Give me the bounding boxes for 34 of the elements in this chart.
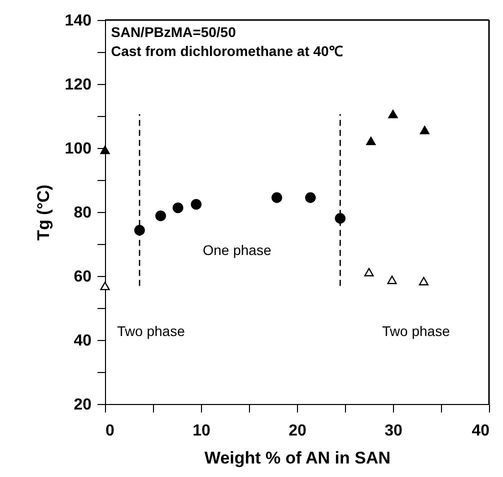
point <box>364 268 374 276</box>
point <box>418 276 429 286</box>
x-axis-title: Weight % of AN in SAN <box>204 448 391 468</box>
point <box>387 276 397 284</box>
annotation: Two phase <box>382 323 450 339</box>
annotation: One phase <box>202 242 272 258</box>
point <box>155 210 166 222</box>
y-tick-label: 40 <box>74 332 92 350</box>
x-tick-label: 20 <box>288 422 306 440</box>
y-tick-label: 60 <box>74 268 92 286</box>
point <box>366 136 376 146</box>
annotation: SAN/PBzMA=50/50 <box>111 24 236 40</box>
x-tick-label: 10 <box>192 422 210 440</box>
annotation: Cast from dichloromethane at 40℃ <box>111 43 343 59</box>
point <box>388 110 398 118</box>
point <box>420 126 430 134</box>
point <box>271 192 282 203</box>
point <box>172 202 184 214</box>
x-tick-label: 0 <box>106 422 114 440</box>
y-tick-label: 20 <box>74 396 92 414</box>
point <box>334 213 346 224</box>
y-tick-label: 100 <box>64 140 92 158</box>
y-axis-title: Tg (°C) <box>34 184 53 240</box>
x-tick-label: 40 <box>472 422 490 440</box>
x-tick-label: 30 <box>384 422 402 440</box>
y-tick-label: 80 <box>74 204 92 222</box>
point <box>100 282 110 290</box>
y-tick-label: 120 <box>64 76 92 94</box>
y-tick-label: 140 <box>64 12 92 30</box>
point <box>305 192 316 203</box>
point <box>134 224 145 236</box>
point <box>190 198 202 210</box>
annotation: Two phase <box>117 323 186 339</box>
point <box>100 146 110 154</box>
